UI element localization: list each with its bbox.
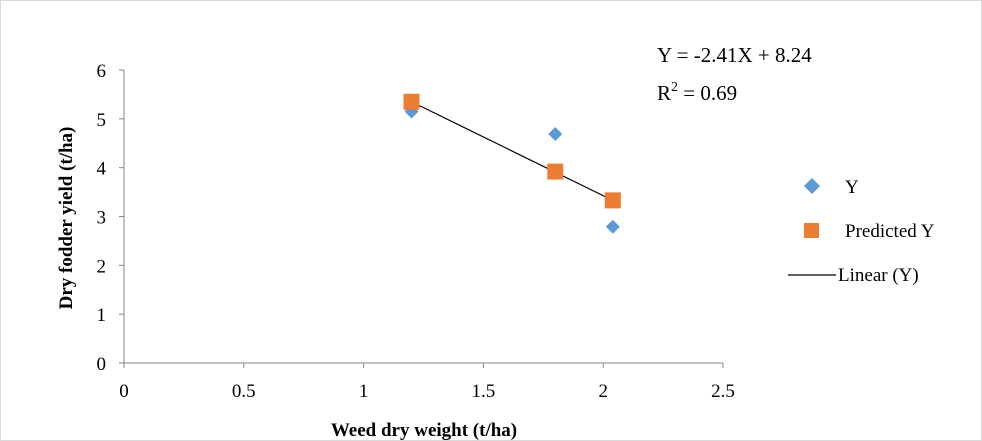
legend-square-marker [804,223,819,238]
y-axis-title: Dry fodder yield (t/ha) [56,127,77,310]
data-point-y [548,126,563,141]
r-squared-annotation: R2 = 0.69 [657,80,737,105]
y-tick-label: 3 [97,208,107,229]
legend-diamond-marker [804,178,820,194]
y-tick-label: 2 [97,256,107,277]
data-point-predicted-y [604,192,621,209]
legend-label-predicted-y: Predicted Y [845,221,935,242]
data-point-y [605,219,620,234]
legend-label-linear-y: Linear (Y) [838,265,919,286]
y-tick-label: 4 [97,159,107,180]
equation-annotation: Y = -2.41X + 8.24 [657,43,812,67]
x-tick-label: 0 [119,381,129,402]
legend-item-predicted-y: Predicted Y [804,221,935,242]
x-tick-label: 2.5 [711,381,735,402]
y-tick-label: 1 [97,305,107,326]
legend-item-y: Y [804,177,859,198]
axes: 0 1 2 3 4 5 6 0 0.5 1 1.5 2 2.5 [97,61,735,402]
legend-label-y: Y [845,177,859,198]
y-tick-label: 6 [97,61,107,82]
data-point-predicted-y [403,93,420,110]
x-tick-label: 2 [598,381,608,402]
data-point-predicted-y [547,163,564,180]
x-tick-label: 0.5 [232,381,256,402]
x-tick-label: 1 [359,381,369,402]
legend: Y Predicted Y Linear (Y) [788,177,935,286]
trendline [411,101,614,201]
points-layer [403,93,621,234]
x-tick-label: 1.5 [472,381,496,402]
y-tick-label: 5 [97,110,107,131]
y-tick-label: 0 [97,354,107,375]
legend-item-linear-y: Linear (Y) [788,265,919,286]
trendline-layer [411,101,614,201]
x-axis-title: Weed dry weight (t/ha) [331,420,517,441]
